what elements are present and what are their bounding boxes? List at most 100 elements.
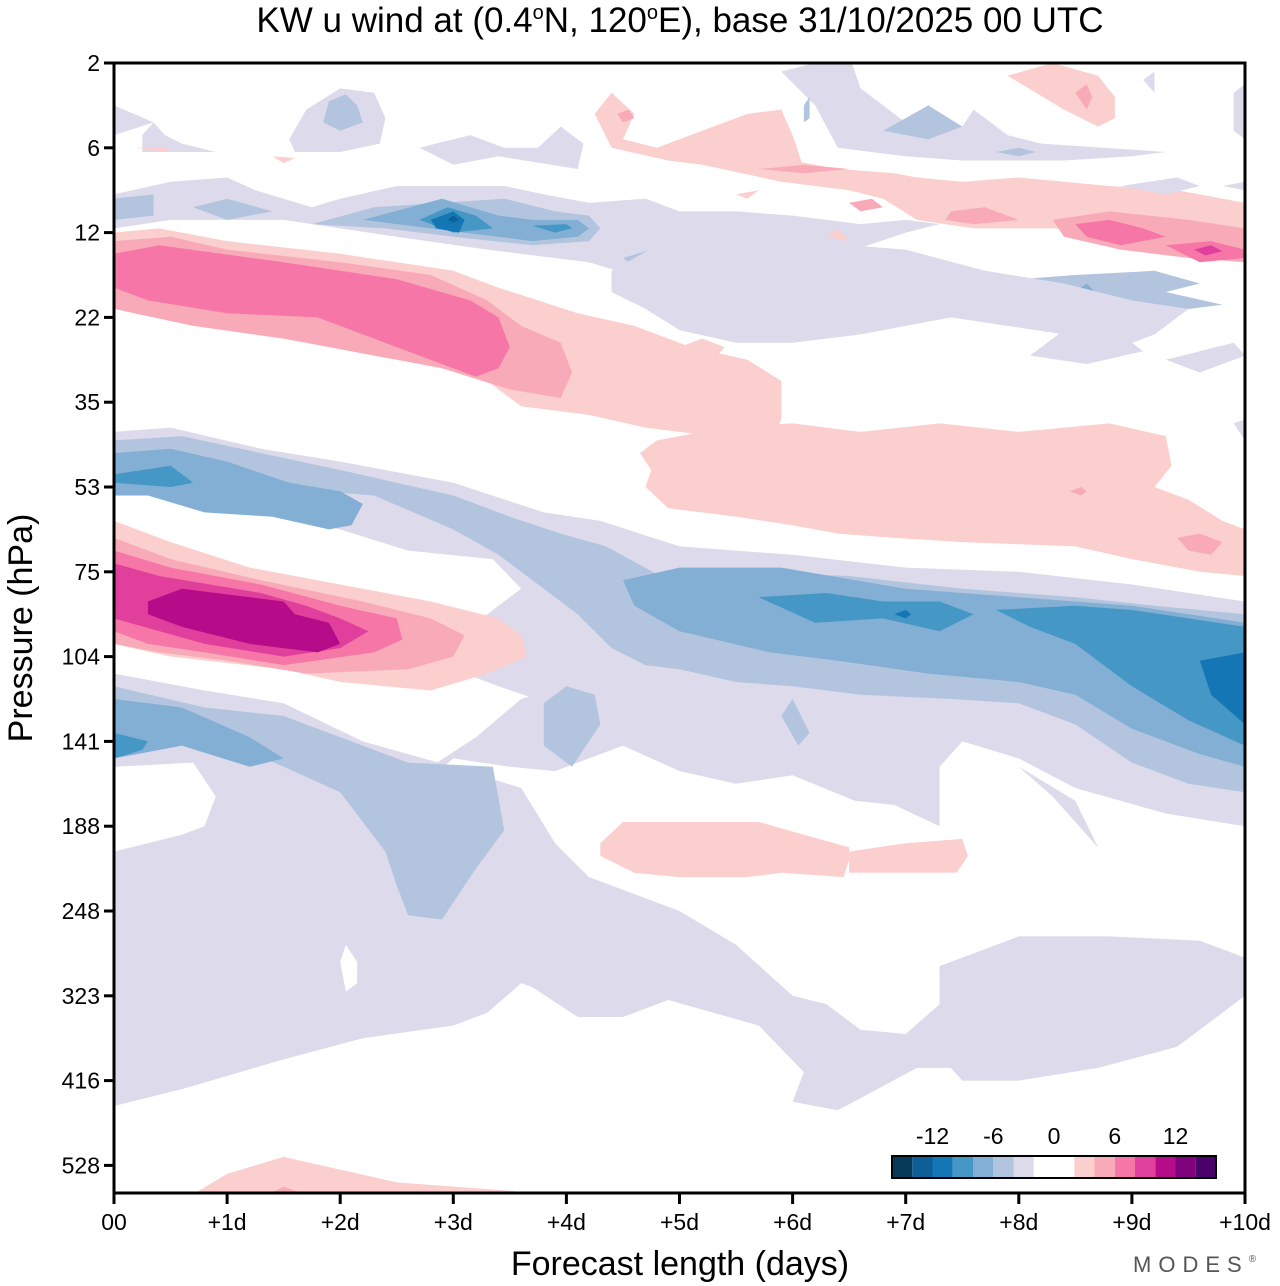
- contour-zero-level-7: [340, 944, 358, 992]
- contour-negative-level-6: [1233, 84, 1245, 140]
- contour-negative-level-5: [996, 147, 1036, 157]
- contour-positive-level-8: [136, 147, 171, 152]
- contour-positive-level-8: [849, 838, 968, 873]
- contour-negative-level-2: [1199, 652, 1245, 725]
- contour-positive-level-8: [736, 190, 759, 199]
- contour-negative-level-6: [781, 63, 1166, 161]
- y-tick-label: 22: [74, 304, 100, 330]
- colorbar-swatch: [993, 1156, 1014, 1178]
- y-tick-label: 528: [62, 1152, 100, 1178]
- contour-positive-level-9: [849, 198, 884, 212]
- x-tick-label: 00: [101, 1209, 127, 1235]
- contour-negative-level-2: [894, 610, 912, 619]
- contour-negative-level-5: [114, 686, 505, 920]
- colorbar-swatch: [1155, 1156, 1176, 1178]
- x-tick-label: +10d: [1219, 1209, 1271, 1235]
- y-tick-label: 416: [62, 1068, 100, 1094]
- contour-negative-level-3: [114, 732, 148, 759]
- colorbar-swatch: [1094, 1156, 1115, 1178]
- y-tick-label: 141: [62, 728, 100, 754]
- y-tick-label: 12: [74, 220, 100, 246]
- x-tick-label: +2d: [321, 1209, 360, 1235]
- contour-positive-level-9: [1069, 487, 1087, 496]
- contour-positive-level-8: [1007, 63, 1115, 127]
- colorbar: -12 -6 0 6 12: [891, 1123, 1217, 1179]
- contour-positive-level-12: [147, 588, 341, 653]
- contour-positive-level-10: [1075, 219, 1166, 246]
- contour-negative-level-6: [419, 126, 584, 169]
- y-tick-label: 6: [87, 135, 100, 161]
- y-tick-label: 188: [62, 813, 100, 839]
- colorbar-label: 12: [1163, 1123, 1189, 1149]
- contour-negative-level-3: [532, 224, 573, 233]
- contour-negative-level-6: [611, 232, 1189, 356]
- contour-positive-level-8: [195, 1156, 530, 1193]
- x-tick-label: +1d: [208, 1209, 247, 1235]
- contour-negative-level-6: [114, 105, 154, 136]
- contour-positive-level-9: [1075, 84, 1093, 110]
- colorbar-swatch: [1074, 1156, 1095, 1178]
- y-axis: 2 6 12 22 35 53 75 104 141 188 248 323 416 528: [62, 50, 114, 1178]
- colorbar-swatch: [1135, 1156, 1156, 1178]
- contour-positive-level-9: [945, 207, 1019, 225]
- colorbar-swatch: [912, 1156, 933, 1178]
- x-tick-label: +3d: [434, 1209, 473, 1235]
- contour-positive-level-8: [826, 228, 850, 242]
- contour-negative-level-6: [1143, 71, 1155, 93]
- y-axis-label: Pressure (hPa): [2, 514, 40, 743]
- contour-negative-level-5: [781, 699, 810, 746]
- contour-negative-level-1: [447, 215, 459, 223]
- contour-negative-level-3: [996, 605, 1245, 746]
- contour-positive-level-8: [634, 338, 725, 373]
- chart-title: KW u wind at (0.4oN, 120oE), base 31/10/…: [256, 1, 1103, 40]
- colorbar-swatch: [973, 1156, 994, 1178]
- contour-positive-level-8: [453, 626, 510, 666]
- x-tick-label: +9d: [1112, 1209, 1151, 1235]
- contour-negative-level-3: [758, 593, 974, 632]
- x-tick-label: +8d: [999, 1209, 1038, 1235]
- colorbar-swatch: [932, 1156, 953, 1178]
- colorbar-swatch: [952, 1156, 974, 1178]
- colorbar-label: -12: [916, 1123, 949, 1149]
- contour-negative-level-5: [114, 194, 154, 220]
- contour-negative-level-6: [1120, 177, 1200, 195]
- contour-negative-level-6: [1222, 181, 1245, 191]
- colorbar-swatch: [892, 1156, 913, 1178]
- contour-positive-level-10: [114, 245, 510, 377]
- x-tick-label: +5d: [660, 1209, 699, 1235]
- y-tick-label: 104: [62, 644, 101, 670]
- contour-negative-level-5: [883, 105, 963, 140]
- contour-positive-level-8: [594, 92, 804, 169]
- contour-negative-level-3: [114, 465, 194, 487]
- contour-negative-level-5: [323, 94, 363, 131]
- contour-positive-level-8: [600, 822, 850, 878]
- contour-negative-level-5: [193, 198, 273, 220]
- y-tick-label: 323: [62, 983, 100, 1009]
- colorbar-label: 6: [1108, 1123, 1121, 1149]
- contour-positive-level-9: [617, 109, 635, 123]
- colorbar-swatch: [1175, 1156, 1196, 1178]
- y-tick-label: 35: [74, 389, 100, 415]
- x-tick-label: +7d: [886, 1209, 925, 1235]
- colorbar-label: 0: [1048, 1123, 1061, 1149]
- y-tick-label: 248: [62, 898, 100, 924]
- contour-negative-level-6: [1030, 321, 1144, 364]
- contour-negative-level-2: [430, 211, 465, 233]
- contour-positive-level-11: [1194, 245, 1223, 256]
- contour-negative-level-4: [114, 448, 363, 530]
- contour-positive-level-9: [758, 164, 850, 174]
- contour-positive-level-8: [272, 156, 295, 164]
- y-tick-label: 53: [74, 474, 100, 500]
- x-axis: 00 +1d +2d +3d +4d +5d +6d +7d +8d +9d +10d: [101, 1193, 1271, 1235]
- y-tick-label: 75: [74, 559, 100, 585]
- y-tick-label: 2: [87, 50, 100, 76]
- contour-positive-level-8: [639, 423, 1245, 576]
- contour-negative-level-6: [142, 122, 216, 152]
- contour-field: [114, 63, 1245, 1193]
- colorbar-label: -6: [983, 1123, 1003, 1149]
- colorbar-frame: [891, 1155, 1217, 1179]
- contour-negative-level-5: [543, 686, 601, 767]
- contour-negative-level-6: [1165, 342, 1245, 373]
- x-tick-label: +6d: [773, 1209, 812, 1235]
